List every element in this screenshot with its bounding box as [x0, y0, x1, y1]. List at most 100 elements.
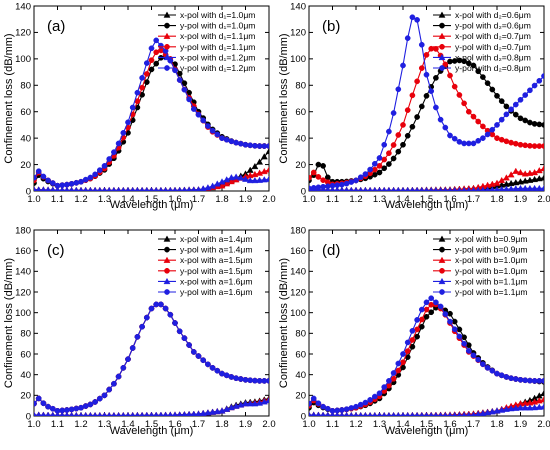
- x-tick-label: 1.8: [490, 419, 503, 430]
- data-point: [489, 86, 496, 93]
- data-point: [465, 60, 472, 67]
- data-point: [343, 180, 350, 187]
- data-point: [261, 378, 268, 384]
- data-point: [470, 113, 477, 120]
- data-point: [480, 74, 486, 80]
- data-point: [348, 186, 354, 191]
- data-point: [260, 153, 268, 160]
- data-point: [204, 409, 212, 416]
- data-point: [451, 83, 458, 90]
- data-point: [36, 186, 42, 191]
- data-point: [153, 49, 160, 56]
- data-point: [480, 135, 486, 141]
- data-point: [74, 411, 79, 416]
- data-point: [34, 400, 37, 407]
- data-point: [479, 409, 487, 416]
- data-point: [339, 181, 345, 188]
- data-point: [139, 411, 145, 416]
- data-point: [494, 135, 500, 141]
- data-point: [177, 186, 183, 191]
- data-point: [409, 328, 416, 334]
- data-point: [419, 411, 425, 416]
- data-point: [148, 57, 155, 64]
- data-point: [176, 77, 183, 83]
- y-tick-label: 80: [295, 81, 306, 92]
- y-tick-label: 60: [20, 349, 31, 360]
- data-point: [447, 132, 453, 139]
- data-point: [470, 411, 477, 416]
- data-point: [526, 184, 534, 191]
- data-point: [488, 408, 496, 415]
- data-point: [92, 171, 98, 178]
- data-point: [395, 186, 401, 191]
- data-point: [508, 106, 514, 113]
- data-point: [376, 390, 383, 397]
- legend-marker: [164, 22, 170, 29]
- data-point: [223, 180, 231, 187]
- data-point: [423, 93, 430, 99]
- y-tick-label: 0: [301, 411, 306, 422]
- data-point: [358, 411, 363, 416]
- data-point: [223, 136, 230, 143]
- x-tick-label: 1.4: [396, 194, 409, 205]
- data-point: [34, 186, 37, 191]
- data-point: [218, 182, 226, 189]
- y-tick-label: 100: [290, 54, 306, 65]
- y-axis-label: Confinement loss (dB/mm): [3, 258, 15, 388]
- series-line: [34, 303, 269, 412]
- data-point: [228, 374, 235, 380]
- data-point: [414, 317, 420, 323]
- data-point: [139, 75, 145, 81]
- data-point: [143, 60, 150, 66]
- x-tick-label: 1.1: [51, 194, 64, 205]
- data-point: [125, 411, 131, 416]
- data-point: [315, 400, 322, 407]
- series-3: [34, 301, 269, 414]
- data-point: [349, 411, 354, 416]
- data-point: [503, 374, 510, 380]
- data-point: [186, 410, 192, 416]
- data-point: [120, 364, 127, 371]
- data-point: [447, 310, 453, 317]
- legend-marker: [439, 246, 445, 253]
- panel-label: (b): [322, 18, 340, 35]
- data-point: [40, 411, 46, 416]
- data-point: [531, 82, 538, 89]
- data-point: [54, 407, 61, 414]
- x-tick-label: 1.2: [349, 419, 362, 430]
- data-point: [186, 342, 192, 348]
- data-point: [494, 122, 500, 128]
- data-point: [414, 411, 420, 416]
- data-point: [320, 403, 326, 410]
- data-point: [339, 186, 345, 191]
- y-tick-label: 20: [20, 391, 31, 402]
- legend-marker: [163, 53, 171, 61]
- x-tick-label: 1.8: [490, 194, 503, 205]
- data-point: [54, 186, 61, 191]
- legend-label: x-pol with d₁=1.1μm: [180, 31, 255, 41]
- data-point: [343, 406, 350, 413]
- data-point: [334, 411, 340, 416]
- x-tick-label: 1.3: [373, 419, 386, 430]
- data-point: [237, 376, 244, 382]
- data-point: [309, 185, 312, 191]
- data-point: [172, 411, 178, 416]
- series-line: [309, 59, 544, 183]
- y-tick-label: 80: [20, 81, 31, 92]
- legend-marker: [438, 256, 446, 263]
- data-point: [205, 361, 211, 368]
- data-point: [503, 185, 510, 191]
- data-point: [45, 403, 51, 410]
- data-point: [315, 184, 322, 191]
- data-point: [475, 186, 481, 191]
- data-point: [531, 143, 538, 149]
- data-point: [158, 42, 164, 49]
- data-point: [55, 411, 60, 416]
- data-point: [125, 356, 131, 363]
- x-tick-label: 2.0: [537, 194, 550, 205]
- legend-label: x-pol with d₁=1.0μm: [180, 10, 255, 20]
- data-point: [418, 41, 425, 48]
- data-point: [535, 184, 543, 191]
